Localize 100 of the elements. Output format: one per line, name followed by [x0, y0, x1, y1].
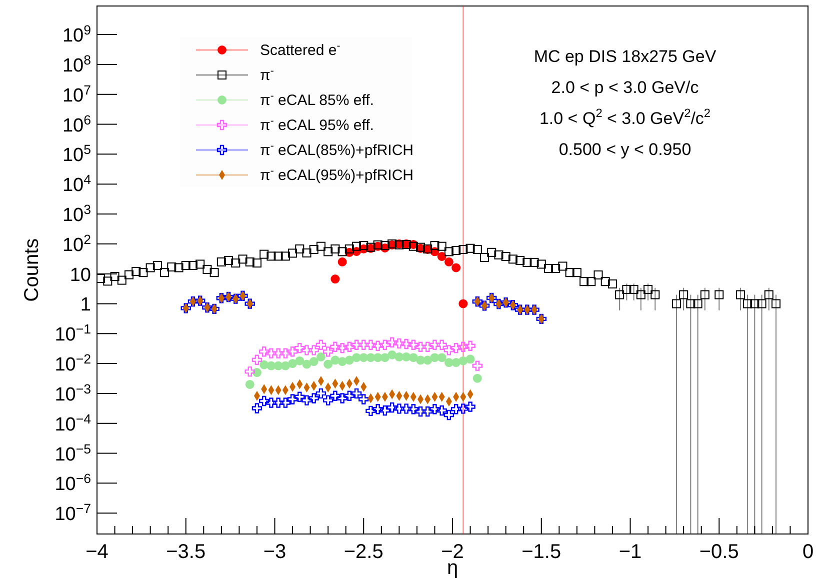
point	[330, 356, 340, 365]
point	[372, 404, 383, 414]
point	[294, 342, 305, 354]
y-tick-label: 10$^{3}$	[62, 202, 91, 226]
point	[415, 406, 426, 417]
point	[479, 300, 490, 311]
point	[294, 392, 305, 402]
legend-label: π$^{-}$ eCAL 85% eff.	[260, 90, 374, 109]
point	[452, 358, 461, 368]
point	[244, 366, 255, 377]
point	[465, 340, 476, 351]
point	[308, 393, 319, 404]
y-tick-label: 10$^{7}$	[62, 82, 91, 106]
y-tick-label: 10$^{−7}$	[54, 500, 91, 526]
point	[330, 342, 340, 352]
point	[280, 398, 291, 408]
point	[444, 257, 454, 266]
point	[408, 340, 418, 350]
point	[386, 337, 398, 348]
point	[337, 342, 348, 354]
x-tick-label: −4	[86, 541, 108, 563]
y-tick-label: 10$^{−4}$	[54, 410, 91, 436]
y-tick-label: 10$^{4}$	[62, 172, 91, 196]
point	[330, 274, 340, 284]
point	[423, 356, 432, 365]
point	[266, 348, 276, 358]
point	[444, 410, 454, 420]
y-axis-title: Counts	[21, 238, 43, 302]
point	[359, 353, 368, 362]
point	[401, 338, 412, 350]
legend-label: π$^{-}$ eCAL 95% eff.	[260, 115, 374, 134]
point	[273, 398, 284, 408]
point	[351, 388, 362, 399]
annotation: 1.0 < Q$^{2}$ < 3.0 GeV$^{2}$/c$^{2}$	[539, 106, 711, 128]
y-tick-label: 10	[70, 264, 91, 286]
point	[337, 393, 348, 404]
y-tick-label: 10$^{6}$	[62, 112, 91, 136]
point	[394, 338, 404, 349]
y-tick-label: 10$^{−6}$	[54, 470, 91, 496]
point	[287, 394, 298, 404]
point	[324, 360, 333, 369]
point	[288, 359, 298, 368]
point	[472, 360, 482, 371]
point	[338, 257, 347, 266]
legend-label: Scattered e$^{-}$	[260, 40, 341, 59]
point	[358, 394, 369, 404]
point	[216, 293, 227, 304]
point	[245, 380, 254, 389]
point	[308, 345, 319, 356]
point	[322, 346, 334, 357]
point	[372, 340, 383, 351]
point	[188, 296, 198, 307]
point	[309, 357, 318, 366]
point	[514, 304, 526, 315]
point	[266, 398, 276, 408]
point	[450, 342, 462, 354]
point	[415, 342, 426, 352]
point	[452, 263, 461, 272]
x-tick-label: −2.5	[344, 541, 384, 563]
point	[380, 405, 390, 416]
point	[436, 340, 447, 350]
y-tick-label: 10$^{−2}$	[54, 351, 91, 376]
point	[338, 357, 347, 366]
point	[466, 354, 475, 364]
point	[458, 299, 468, 308]
point	[472, 374, 482, 383]
point	[388, 350, 397, 360]
x-tick-label: −3	[263, 541, 286, 563]
legend-label: π$^{-}$ eCAL(85%)+pfRICH	[260, 140, 414, 159]
point	[280, 348, 291, 358]
point	[302, 360, 312, 369]
point	[252, 403, 262, 414]
y-tick-label: 10$^{5}$	[62, 142, 91, 166]
x-tick-label: −0.5	[699, 541, 739, 563]
y-tick-label: 1	[80, 294, 91, 316]
point	[422, 406, 433, 417]
point	[401, 404, 412, 414]
point	[380, 340, 390, 350]
point	[458, 404, 468, 414]
point	[295, 356, 304, 366]
legend-label: π$^{-}$	[260, 65, 274, 84]
point	[430, 340, 440, 350]
point	[273, 348, 284, 358]
point	[437, 353, 446, 362]
point	[302, 345, 312, 356]
point	[386, 402, 398, 413]
point	[194, 296, 206, 306]
point	[366, 406, 376, 416]
annotation: 2.0 < p < 3.0 GeV/c	[551, 78, 700, 97]
y-tick-label: 10$^{−1}$	[54, 321, 91, 346]
y-tick-label: 10$^{2}$	[62, 231, 91, 256]
point	[344, 342, 355, 352]
point	[437, 252, 446, 261]
point	[408, 353, 418, 362]
point	[316, 352, 326, 362]
point	[302, 395, 312, 406]
x-tick-label: 0	[802, 541, 814, 563]
legend-label: π$^{-}$ eCAL(95%)+pfRICH	[260, 165, 414, 184]
y-tick-label: 10$^{−3}$	[54, 380, 91, 406]
point	[358, 340, 369, 350]
